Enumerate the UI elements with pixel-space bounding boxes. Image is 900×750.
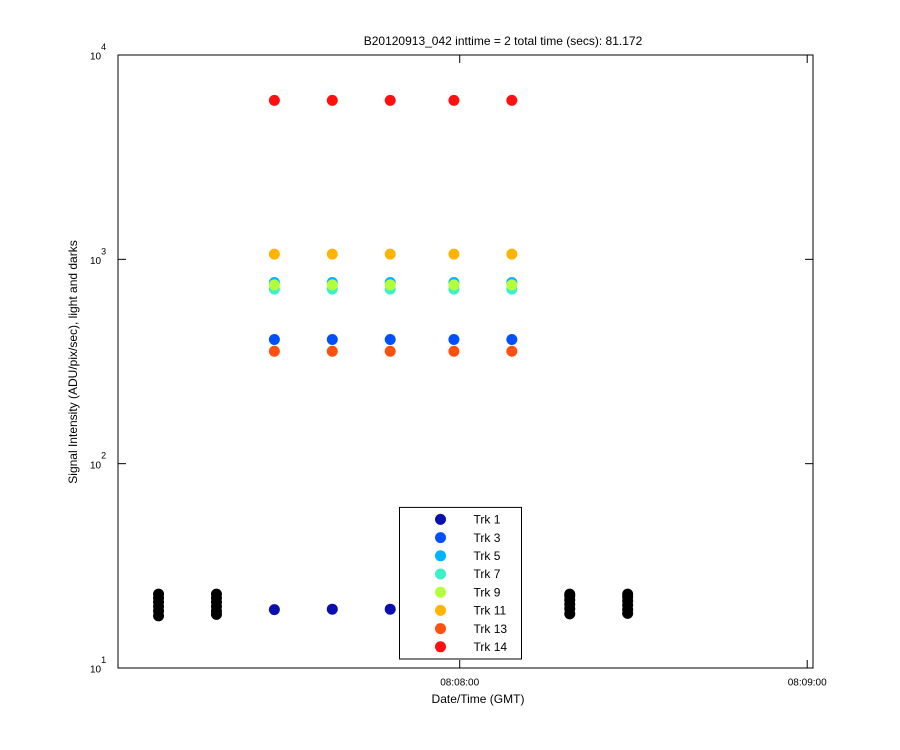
data-point [268,279,280,291]
legend-marker [435,550,446,562]
data-point [384,603,396,615]
data-point [268,345,280,357]
data-point [384,248,396,260]
x-tick-label: 08:08:00 [440,678,479,689]
legend-marker [435,532,446,544]
data-point [384,279,396,291]
data-point [448,279,460,291]
data-point [564,588,576,600]
legend-box [399,506,522,660]
data-point [506,345,518,357]
data-point [326,603,338,615]
data-point [622,588,634,600]
data-point [384,334,396,346]
legend-marker [435,586,446,598]
chart-title: B20120913_042 inttime = 2 total time (se… [364,34,643,48]
data-point [506,248,518,260]
y-axis-label: Signal Intensity (ADU/pix/sec), light an… [66,240,80,483]
x-tick-label: 08:09:00 [788,678,827,689]
legend-label: Trk 7 [474,567,501,581]
data-point [506,94,518,106]
data-point [326,248,338,260]
data-point [210,588,222,600]
legend-label: Trk 14 [474,640,508,654]
legend-marker [435,623,446,635]
data-point [384,94,396,106]
data-point [268,334,280,346]
data-point [448,345,460,357]
data-point [326,345,338,357]
data-point [326,94,338,106]
data-point [506,279,518,291]
x-axis-label: Date/Time (GMT) [432,692,525,706]
legend-marker [435,568,446,580]
data-point [448,94,460,106]
data-point [448,334,460,346]
data-point [384,345,396,357]
legend-label: Trk 3 [474,531,501,545]
data-point [326,279,338,291]
data-point [268,604,280,616]
legend-label: Trk 13 [474,622,508,636]
legend-marker [435,641,446,653]
legend-label: Trk 9 [474,585,501,599]
data-point [448,248,460,260]
data-point [326,334,338,346]
plot-box [117,54,814,669]
legend-label: Trk 5 [474,549,501,563]
legend-marker [435,513,446,525]
data-point [153,588,165,600]
data-point [268,94,280,106]
legend-label: Trk 11 [474,604,507,618]
data-point [268,248,280,260]
legend-label: Trk 1 [474,513,501,527]
legend-marker [435,604,446,616]
data-point [506,334,518,346]
